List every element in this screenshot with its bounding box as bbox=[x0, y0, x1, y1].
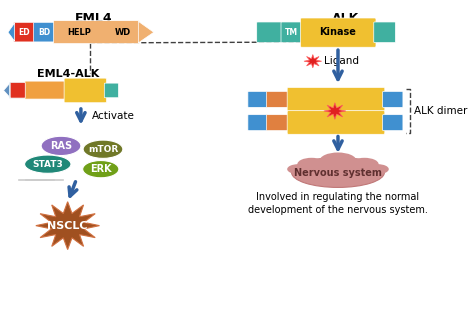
Text: Nervous system: Nervous system bbox=[294, 169, 382, 179]
Text: mTOR: mTOR bbox=[88, 145, 118, 154]
Text: Ligand: Ligand bbox=[324, 56, 359, 66]
FancyBboxPatch shape bbox=[266, 91, 290, 108]
Ellipse shape bbox=[287, 164, 309, 174]
Text: ERK: ERK bbox=[90, 164, 111, 174]
FancyBboxPatch shape bbox=[9, 82, 77, 98]
Text: STAT3: STAT3 bbox=[32, 160, 63, 169]
Ellipse shape bbox=[292, 157, 384, 188]
Ellipse shape bbox=[83, 140, 123, 158]
FancyBboxPatch shape bbox=[64, 78, 107, 103]
Ellipse shape bbox=[25, 155, 71, 173]
Ellipse shape bbox=[367, 164, 389, 174]
Text: EML4-ALK: EML4-ALK bbox=[36, 69, 99, 79]
FancyBboxPatch shape bbox=[257, 22, 283, 43]
Text: ALK: ALK bbox=[332, 11, 360, 24]
FancyBboxPatch shape bbox=[248, 91, 268, 108]
Text: development of the nervous system.: development of the nervous system. bbox=[248, 205, 428, 215]
Polygon shape bbox=[8, 23, 15, 41]
FancyBboxPatch shape bbox=[54, 21, 139, 44]
FancyBboxPatch shape bbox=[25, 81, 66, 99]
Polygon shape bbox=[36, 202, 100, 250]
Text: ED: ED bbox=[18, 28, 30, 37]
Ellipse shape bbox=[41, 136, 81, 155]
Text: Kinase: Kinase bbox=[319, 27, 356, 37]
FancyBboxPatch shape bbox=[383, 115, 403, 131]
FancyBboxPatch shape bbox=[14, 22, 36, 42]
FancyBboxPatch shape bbox=[374, 22, 395, 43]
FancyBboxPatch shape bbox=[266, 115, 290, 131]
FancyBboxPatch shape bbox=[301, 18, 376, 47]
Text: EML4: EML4 bbox=[75, 11, 113, 24]
Text: WD: WD bbox=[115, 28, 131, 37]
FancyBboxPatch shape bbox=[281, 22, 302, 43]
Polygon shape bbox=[304, 55, 322, 68]
Ellipse shape bbox=[297, 158, 326, 171]
Text: RAS: RAS bbox=[50, 141, 72, 151]
Ellipse shape bbox=[350, 158, 379, 171]
FancyBboxPatch shape bbox=[287, 87, 385, 111]
Polygon shape bbox=[324, 103, 346, 119]
Text: Activate: Activate bbox=[92, 111, 135, 121]
Text: ALK dimer: ALK dimer bbox=[414, 106, 468, 116]
Text: NSCLC: NSCLC bbox=[47, 221, 88, 230]
FancyBboxPatch shape bbox=[383, 91, 403, 108]
Ellipse shape bbox=[319, 152, 356, 169]
Ellipse shape bbox=[82, 160, 119, 178]
FancyBboxPatch shape bbox=[34, 22, 55, 42]
FancyBboxPatch shape bbox=[10, 82, 25, 98]
Polygon shape bbox=[138, 21, 154, 43]
Polygon shape bbox=[4, 83, 10, 98]
Text: HELP: HELP bbox=[67, 28, 91, 37]
Text: BD: BD bbox=[38, 28, 50, 37]
FancyBboxPatch shape bbox=[104, 83, 118, 98]
Text: Involved in regulating the normal: Involved in regulating the normal bbox=[256, 192, 419, 202]
FancyBboxPatch shape bbox=[248, 115, 268, 131]
FancyBboxPatch shape bbox=[287, 111, 385, 134]
Text: TM: TM bbox=[285, 28, 298, 37]
